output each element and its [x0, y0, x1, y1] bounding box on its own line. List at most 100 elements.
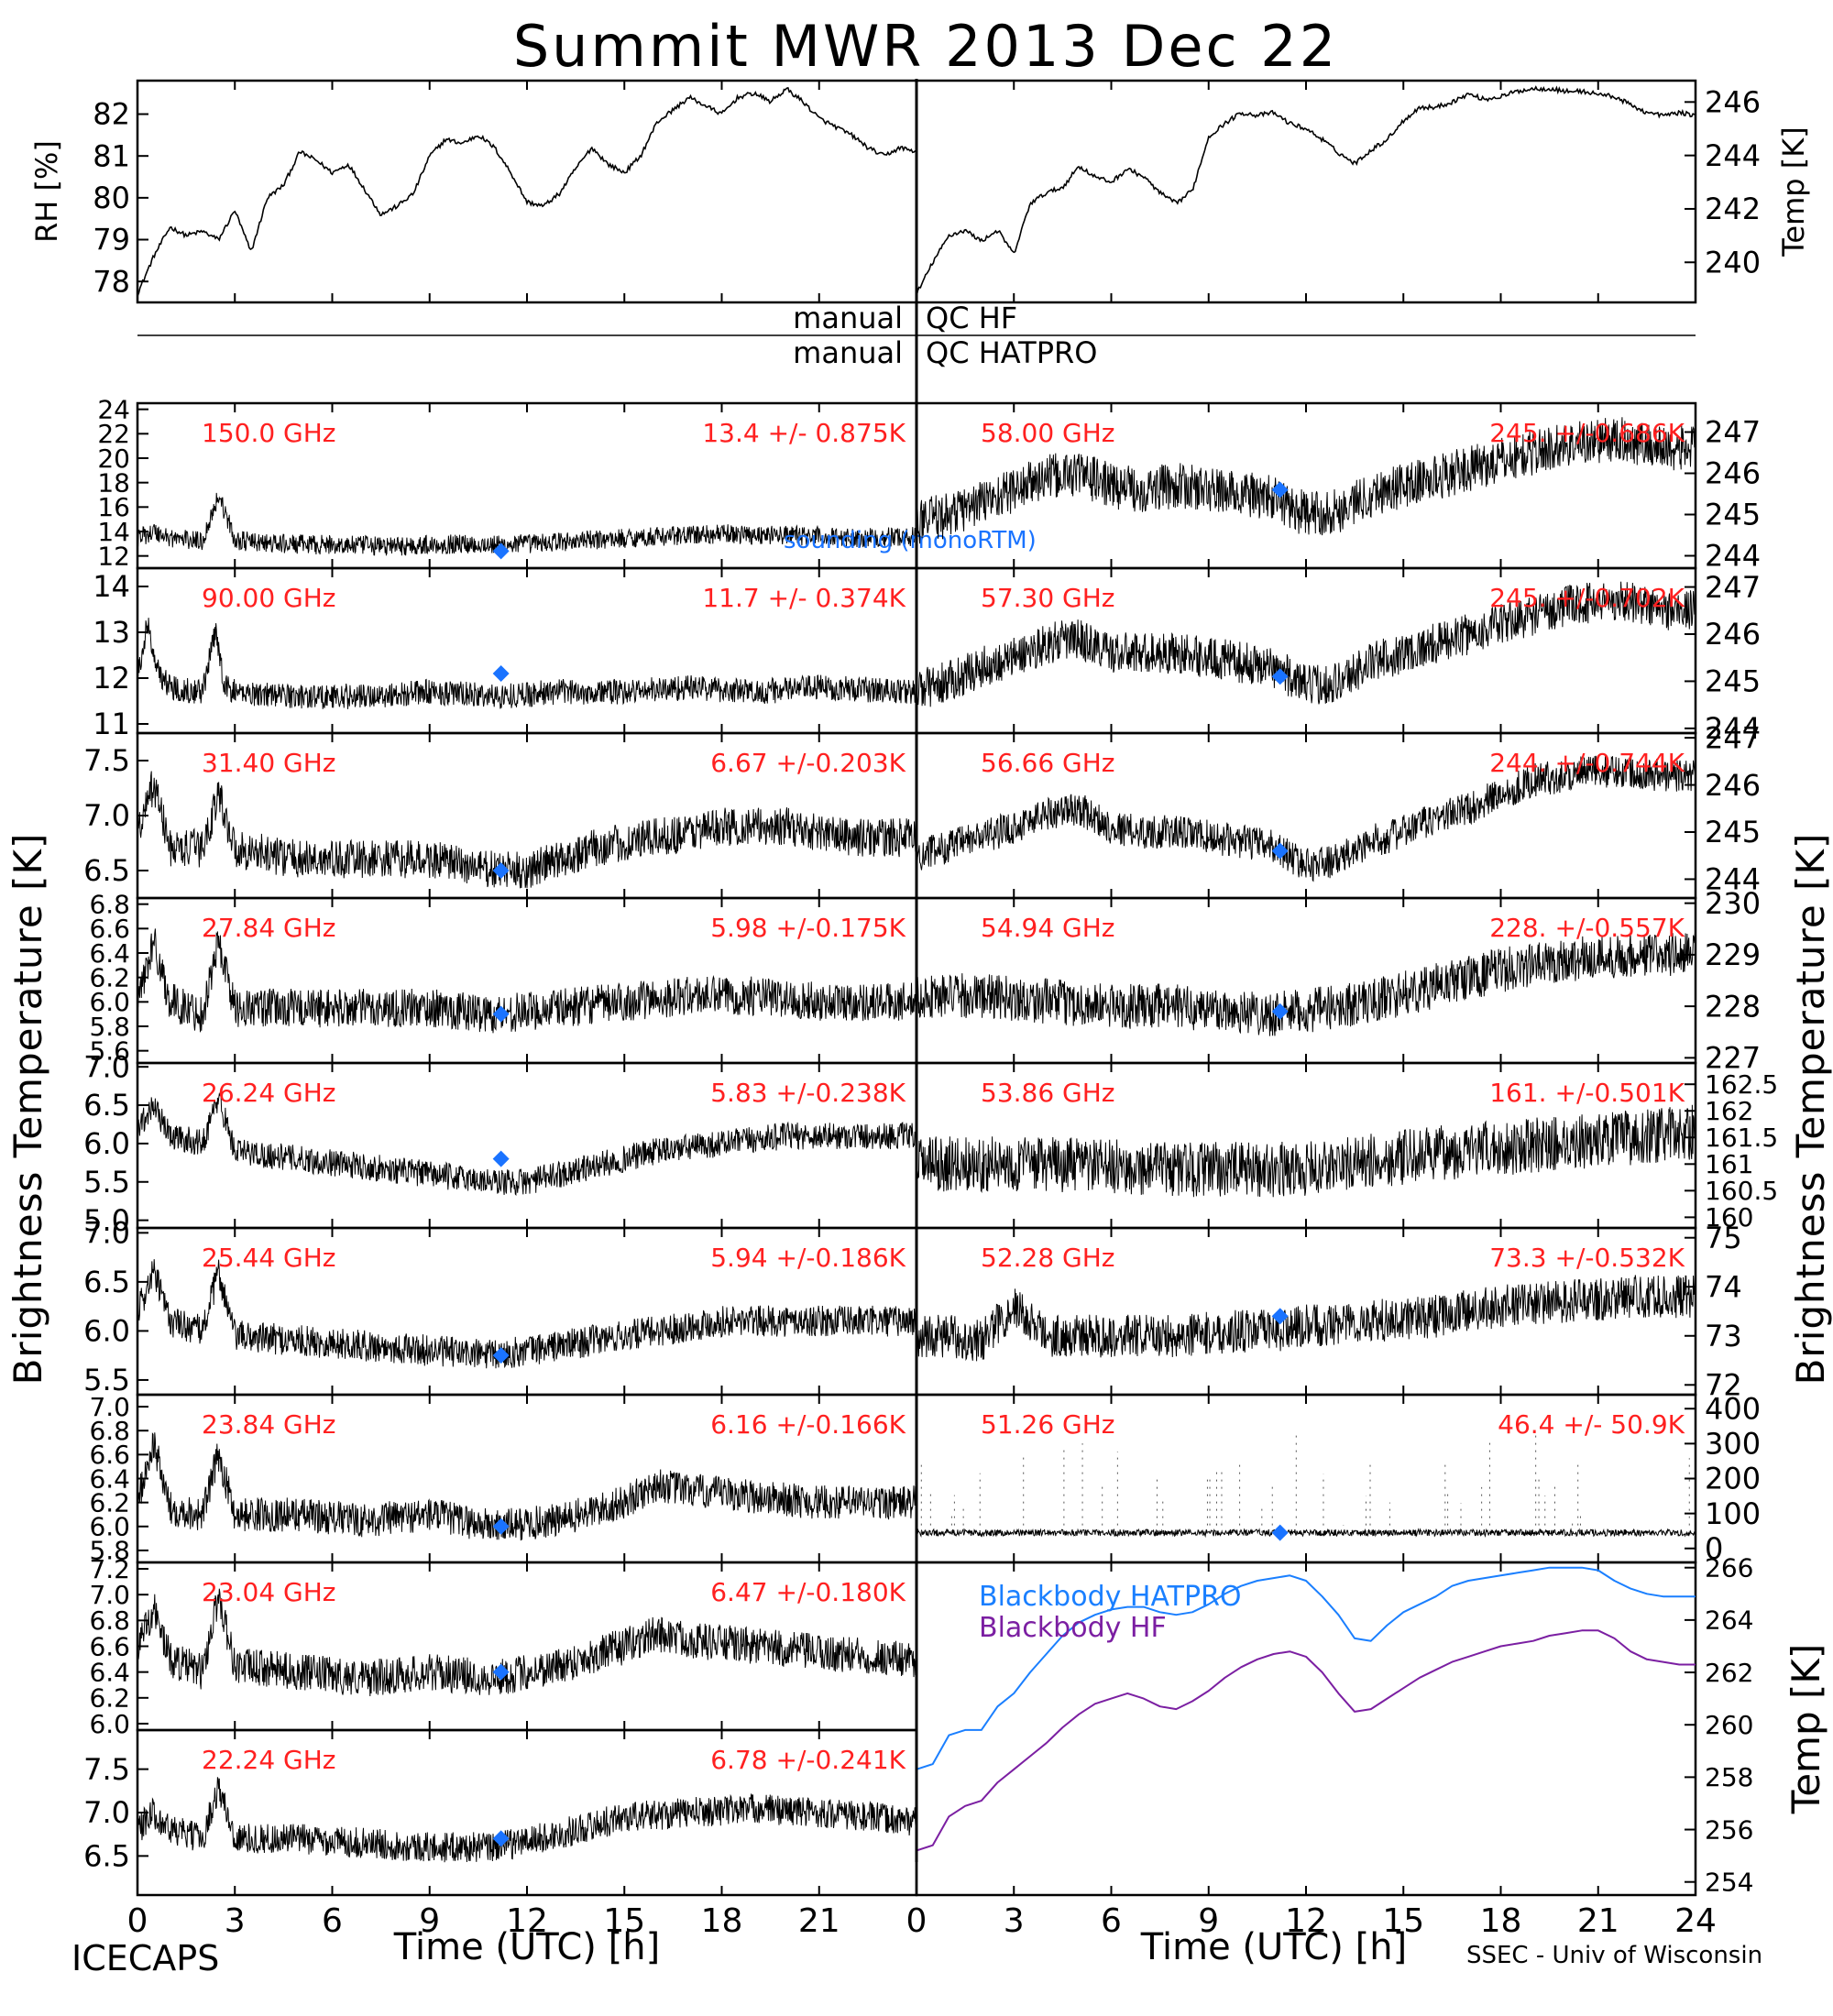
channel-label: 52.28 GHz — [981, 1243, 1115, 1273]
y-tick-label: 6.4 — [89, 1463, 130, 1494]
y-tick-label: 6.6 — [89, 914, 130, 944]
sounding-marker — [492, 1005, 510, 1023]
y-tick-label: 247 — [1705, 570, 1761, 605]
y-tick-label: 7.5 — [83, 743, 130, 778]
x-tick-label: 18 — [1480, 1902, 1522, 1940]
y-tick-label: 16 — [97, 492, 130, 522]
x-tick-label: 6 — [322, 1902, 343, 1940]
y-tick-label: 72 — [1705, 1367, 1742, 1402]
channel-stat: 245. +/-0.686K — [1489, 418, 1685, 448]
y-tick-label: 82 — [93, 97, 130, 132]
y-tick-label: 78 — [93, 264, 130, 299]
y-tick-label: 230 — [1705, 886, 1761, 921]
channel-stat: 6.47 +/-0.180K — [710, 1577, 906, 1607]
y-tick-label: 247 — [1705, 415, 1761, 450]
y-tick-label: 74 — [1705, 1269, 1742, 1304]
sounding-marker — [492, 542, 510, 560]
y-tick-label: 6.4 — [89, 1657, 130, 1687]
x-tick-label: 18 — [701, 1902, 743, 1940]
y-axis-title: Temp [K] — [1784, 1644, 1828, 1815]
y-axis-title: RH [%] — [29, 140, 64, 243]
y-tick-label: 75 — [1705, 1221, 1742, 1255]
x-tick-label: 12 — [1285, 1902, 1327, 1940]
x-tick-labels-right: 0 3 6 9 12 15 18 21 24 — [906, 1902, 1717, 1940]
qc-hf-right-label: QC HF — [926, 301, 1017, 335]
channel-stat: 6.16 +/-0.166K — [710, 1409, 906, 1440]
panel-ch5666: 244 245 246 247 56.66 GHz 244. +/-0.744K — [915, 720, 1761, 900]
channel-stat: 5.98 +/-0.175K — [710, 913, 906, 943]
y-tick-label: 14 — [97, 517, 130, 547]
channel-stat: 5.94 +/-0.186K — [710, 1243, 906, 1273]
y-tick-label: 6.0 — [89, 987, 130, 1017]
sounding-marker — [492, 1663, 510, 1681]
y-tick-label: 7.0 — [89, 1580, 130, 1610]
channel-label: 54.94 GHz — [981, 913, 1115, 943]
y-tick-label: 6.0 — [89, 1512, 130, 1542]
y-axis-title: Temp [K] — [1776, 126, 1811, 257]
y-tick-label: 266 — [1705, 1553, 1753, 1583]
y-tick-label: 256 — [1705, 1814, 1753, 1845]
x-tick-label: 12 — [506, 1902, 548, 1940]
qc-hatpro-left-label: manual — [793, 335, 903, 370]
y-tick-label: 6.0 — [89, 1709, 130, 1739]
y-tick-label: 245 — [1705, 498, 1761, 532]
y-tick-label: 22 — [97, 419, 130, 449]
panel-rh: 78 79 80 81 82 RH [%] — [29, 79, 918, 304]
y-tick-label: 7.0 — [89, 1392, 130, 1422]
y-tick-label: 258 — [1705, 1762, 1753, 1792]
y-tick-label: 12 — [93, 661, 130, 696]
y-tick-label: 14 — [93, 569, 130, 604]
legend-entry-hf: Blackbody HF — [979, 1612, 1167, 1644]
series-line — [137, 1588, 916, 1697]
y-tick-label: 6.8 — [89, 1416, 130, 1446]
y-tick-label: 7.0 — [83, 798, 130, 833]
channel-stat: 46.4 +/- 50.9K — [1498, 1409, 1685, 1440]
y-tick-label: 200 — [1705, 1462, 1761, 1496]
y-tick-label: 5.8 — [89, 1536, 130, 1566]
series-line — [137, 1432, 916, 1541]
series-line — [137, 618, 916, 709]
y-tick-label: 227 — [1705, 1041, 1761, 1076]
x-tick-label: 15 — [603, 1902, 645, 1940]
series-line — [916, 1104, 1696, 1198]
sounding-marker — [492, 862, 510, 879]
y-tick-label: 81 — [93, 138, 130, 173]
x-tick-labels-left: 0 3 6 9 12 15 18 21 — [127, 1902, 840, 1940]
panel-ch2224: 6.5 7.0 7.5 22.24 GHz 6.78 +/-0.241K — [83, 1728, 918, 1897]
y-tick-label: 245 — [1705, 664, 1761, 699]
y-tick-label: 6.6 — [89, 1440, 130, 1470]
y-tick-label: 6.5 — [83, 853, 130, 888]
channel-stat: 11.7 +/- 0.374K — [702, 583, 906, 613]
sounding-marker — [492, 1830, 510, 1847]
y-tick-label: 7.0 — [83, 1795, 130, 1830]
channel-label: 150.0 GHz — [202, 418, 336, 448]
x-tick-label: 24 — [1674, 1902, 1717, 1940]
y-tick-label: 161.5 — [1705, 1123, 1778, 1153]
sounding-marker — [1271, 481, 1289, 499]
panel-temp: 240 242 244 246 Temp [K] — [915, 79, 1811, 304]
y-tick-label: 246 — [1705, 456, 1761, 491]
sounding-marker — [1271, 1524, 1289, 1541]
channel-stat: 5.83 +/-0.238K — [710, 1078, 906, 1108]
y-tick-label: 242 — [1705, 192, 1761, 226]
panel-ch90: 11 12 13 14 90.00 GHz 11.7 +/- 0.374K — [93, 566, 918, 741]
y-tick-label: 6.2 — [89, 1683, 130, 1714]
y-tick-label: 6.2 — [89, 962, 130, 992]
channel-label: 22.24 GHz — [202, 1745, 336, 1775]
qc-hf-left-label: manual — [793, 301, 903, 335]
y-tick-label: 5.8 — [89, 1012, 130, 1042]
panel-blackbody: 254 256 258 260 262 264 266 Temp [K] Blackbody H… — [915, 1553, 1828, 1898]
y-tick-label: 260 — [1705, 1710, 1753, 1740]
x-tick-label: 9 — [1198, 1902, 1219, 1940]
y-tick-label: 161 — [1705, 1149, 1753, 1179]
y-tick-label: 240 — [1705, 245, 1761, 279]
y-tick-label: 6.0 — [83, 1314, 130, 1349]
y-tick-label: 247 — [1705, 720, 1761, 755]
sounding-marker — [1271, 842, 1289, 860]
channel-stat: 6.78 +/-0.241K — [710, 1745, 906, 1775]
y-tick-label: 0 — [1705, 1531, 1723, 1566]
channel-label: 56.66 GHz — [981, 748, 1115, 778]
sounding-marker — [492, 1150, 510, 1167]
